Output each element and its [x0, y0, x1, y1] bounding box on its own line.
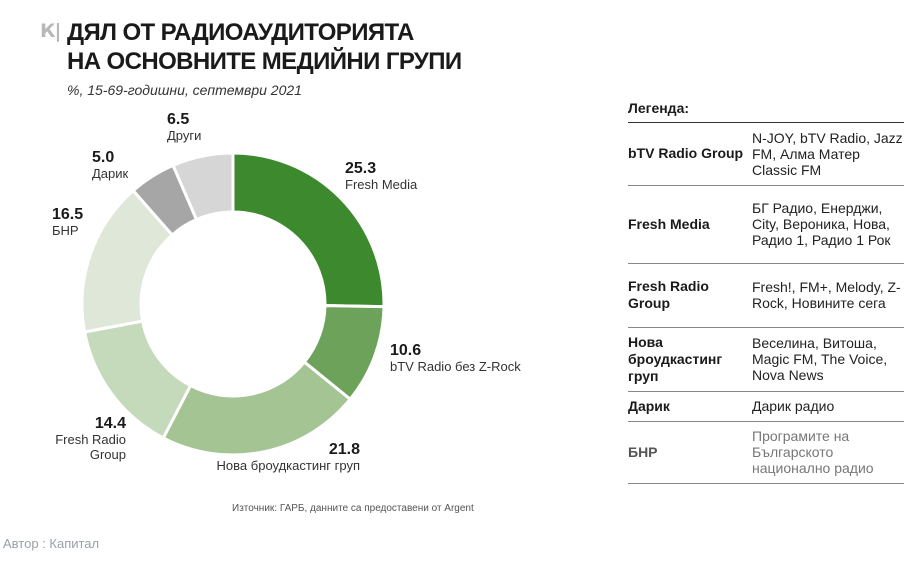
legend-desc: Дарик радио	[752, 391, 904, 422]
legend-row: БНР Програмите на Българското национално…	[628, 421, 904, 484]
legend-group: Дарик	[628, 391, 752, 422]
legend-desc: Fresh!, FM+, Melody, Z-Rock, Новините се…	[752, 263, 904, 328]
slice-category-label: Group	[90, 447, 126, 462]
legend-desc: Веселина, Витоша, Magic FM, The Voice, N…	[752, 327, 904, 392]
legend-desc: Програмите на Българското национално рад…	[752, 421, 904, 484]
slice-value-label: 5.0	[92, 149, 114, 166]
slice-value-label: 21.8	[329, 441, 360, 458]
slice-category-label: Други	[167, 128, 201, 143]
slice-category-label: bTV Radio без Z-Rock	[390, 359, 521, 374]
legend-group: Нова броудкастинг груп	[628, 327, 752, 392]
legend-row: Fresh Radio Group Fresh!, FM+, Melody, Z…	[628, 263, 904, 328]
legend-row: Fresh Media БГ Радио, Енерджи, City, Вер…	[628, 185, 904, 264]
legend-group: bTV Radio Group	[628, 123, 752, 186]
legend-row: bTV Radio Group N-JOY, bTV Radio, Jazz F…	[628, 123, 904, 186]
donut-slice	[161, 359, 353, 457]
legend-group: Fresh Radio Group	[628, 263, 752, 328]
slice-category-label: Нова броудкастинг груп	[217, 458, 360, 473]
slice-category-label: БНР	[52, 223, 79, 238]
slice-category-label: Fresh Radio	[55, 432, 126, 447]
slice-value-label: 25.3	[345, 160, 376, 177]
legend-desc: N-JOY, bTV Radio, Jazz FM, Алма Матер Cl…	[752, 123, 904, 186]
slice-value-label: 14.4	[95, 415, 126, 432]
legend-row: Дарик Дарик радио	[628, 391, 904, 422]
slice-category-label: Дарик	[92, 166, 129, 181]
title-line-2: НА ОСНОВНИТЕ МЕДИЙНИ ГРУПИ	[67, 48, 462, 75]
slice-value-label: 10.6	[390, 342, 421, 359]
donut-slice	[171, 151, 235, 222]
page-title: ДЯЛ ОТ РАДИОАУДИТОРИЯТА НА ОСНОВНИТЕ МЕД…	[67, 18, 462, 76]
slice-category-label: Fresh Media	[345, 177, 418, 192]
legend-desc: БГ Радио, Енерджи, City, Вероника, Нова,…	[752, 185, 904, 264]
slice-value-label: 6.5	[167, 111, 189, 128]
author-credit: Автор : Капитал	[3, 536, 100, 551]
slice-value-label: 16.5	[52, 206, 83, 223]
chart-subtitle: %, 15-69-годишни, септември 2021	[67, 82, 302, 98]
legend-panel: Легенда: bTV Radio Group N-JOY, bTV Radi…	[628, 96, 904, 484]
legend-title: Легенда:	[628, 96, 904, 123]
title-line-1: ДЯЛ ОТ РАДИОАУДИТОРИЯТА	[67, 19, 414, 46]
legend-row: Нова броудкастинг груп Веселина, Витоша,…	[628, 327, 904, 392]
legend-table: bTV Radio Group N-JOY, bTV Radio, Jazz F…	[628, 123, 904, 484]
legend-group: БНР	[628, 421, 752, 484]
donut-slice	[231, 151, 386, 309]
legend-group: Fresh Media	[628, 185, 752, 264]
brand-logo: К|	[40, 20, 62, 42]
source-note: Източник: ГАРБ, данните са предоставени …	[232, 503, 474, 514]
